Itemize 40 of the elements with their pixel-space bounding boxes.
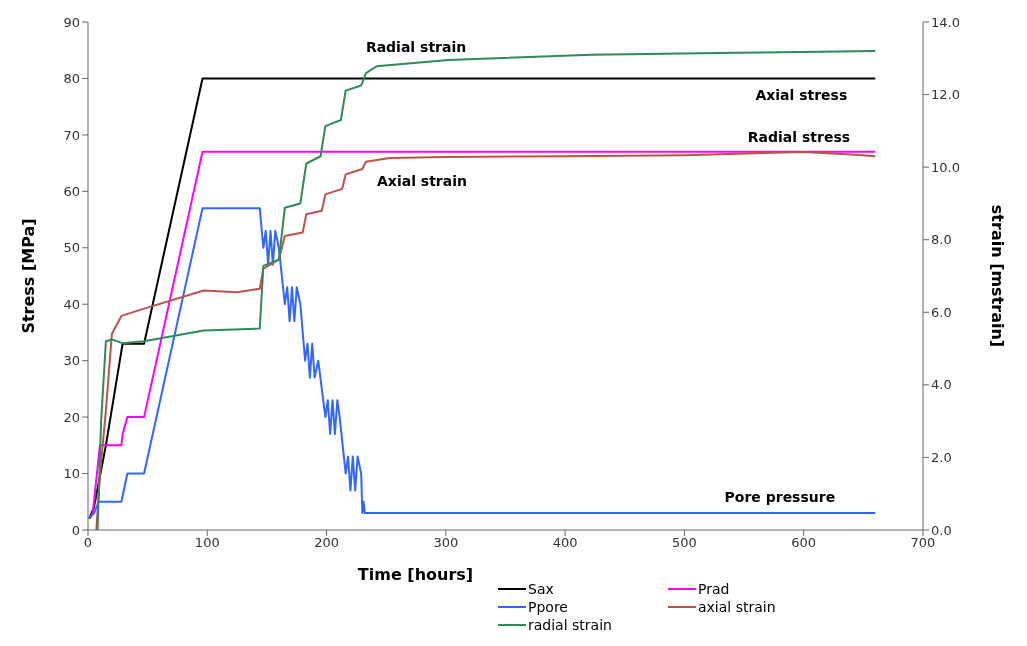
y-tick-label: 40 [63, 296, 80, 312]
y2-tick-label: 10.0 [931, 159, 960, 175]
y-tick-label: 0 [71, 522, 80, 538]
y2-tick-label: 14.0 [931, 14, 960, 30]
legend-label: Ppore [528, 599, 568, 615]
y2-axis-title: strain [mstrain] [988, 204, 1008, 348]
annotation: Axial strain [377, 173, 467, 190]
y2-tick-label: 4.0 [931, 377, 952, 393]
x-tick-label: 600 [791, 535, 817, 551]
legend-label: axial strain [698, 599, 776, 615]
y-tick-label: 80 [63, 71, 80, 87]
x-tick-label: 300 [433, 535, 459, 551]
x-tick-label: 0 [83, 535, 93, 551]
x-tick-label: 500 [672, 535, 697, 551]
legend-label: Prad [698, 581, 730, 597]
y-tick-label: 20 [63, 409, 80, 425]
y2-tick-label: 8.0 [931, 232, 952, 248]
x-tick-label: 400 [552, 535, 578, 551]
x-tick-label: 100 [194, 535, 220, 551]
annotation: Radial strain [365, 39, 467, 56]
legend-label: radial strain [528, 617, 612, 633]
y2-tick-label: 2.0 [931, 450, 952, 466]
y2-tick-label: 12.0 [931, 87, 960, 103]
y-tick-label: 30 [63, 353, 80, 369]
y-tick-label: 90 [63, 14, 80, 30]
x-axis-title: Time [hours] [357, 565, 474, 584]
line-series [88, 207, 877, 520]
x-tick-label: 700 [910, 535, 936, 551]
y2-tick-label: 0.0 [931, 522, 952, 538]
annotation: Pore pressure [724, 489, 836, 506]
x-tick-label: 200 [314, 535, 339, 551]
annotation: Axial stress [755, 87, 848, 104]
y2-tick-label: 6.0 [931, 304, 952, 320]
y-tick-label: 10 [63, 466, 80, 482]
y-tick-label: 70 [63, 127, 80, 143]
y-tick-label: 50 [63, 240, 80, 256]
y-axis-title: Stress [MPa] [18, 218, 38, 334]
annotation: Radial stress [747, 128, 851, 145]
y-tick-label: 60 [63, 183, 80, 199]
legend-label: Sax [528, 581, 554, 597]
